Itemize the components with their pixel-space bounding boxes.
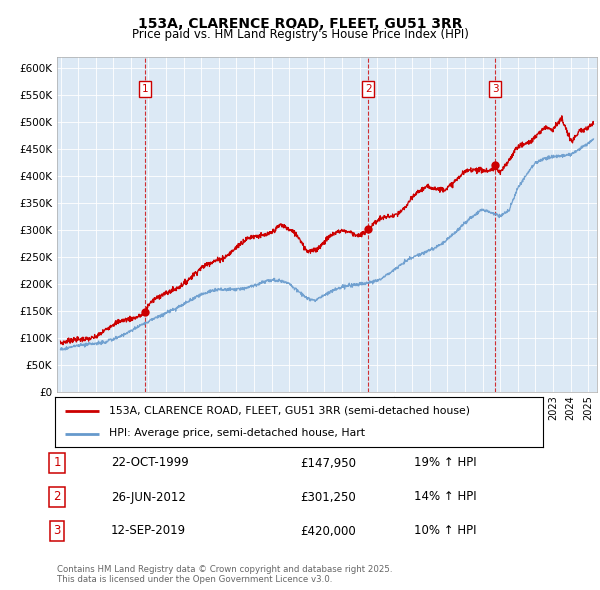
Text: HPI: Average price, semi-detached house, Hart: HPI: Average price, semi-detached house,… (109, 428, 365, 438)
Text: £420,000: £420,000 (300, 525, 356, 537)
Text: 14% ↑ HPI: 14% ↑ HPI (414, 490, 476, 503)
Text: 2: 2 (53, 490, 61, 503)
Text: 153A, CLARENCE ROAD, FLEET, GU51 3RR: 153A, CLARENCE ROAD, FLEET, GU51 3RR (138, 17, 462, 31)
Text: 26-JUN-2012: 26-JUN-2012 (111, 490, 186, 503)
Text: 1: 1 (142, 84, 148, 94)
Text: 12-SEP-2019: 12-SEP-2019 (111, 525, 186, 537)
Text: 2: 2 (365, 84, 371, 94)
Text: 153A, CLARENCE ROAD, FLEET, GU51 3RR (semi-detached house): 153A, CLARENCE ROAD, FLEET, GU51 3RR (se… (109, 405, 470, 415)
Text: 22-OCT-1999: 22-OCT-1999 (111, 457, 189, 470)
Text: 3: 3 (53, 525, 61, 537)
Text: 10% ↑ HPI: 10% ↑ HPI (414, 525, 476, 537)
Text: Contains HM Land Registry data © Crown copyright and database right 2025.
This d: Contains HM Land Registry data © Crown c… (57, 565, 392, 585)
Text: £301,250: £301,250 (300, 490, 356, 503)
Text: 19% ↑ HPI: 19% ↑ HPI (414, 457, 476, 470)
Text: £147,950: £147,950 (300, 457, 356, 470)
Text: 3: 3 (491, 84, 498, 94)
Text: Price paid vs. HM Land Registry's House Price Index (HPI): Price paid vs. HM Land Registry's House … (131, 28, 469, 41)
Text: 1: 1 (53, 457, 61, 470)
